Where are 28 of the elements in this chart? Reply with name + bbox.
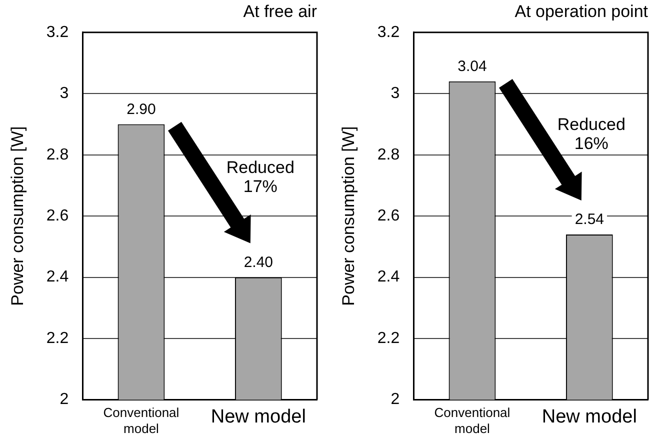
data-label: 3.04: [458, 58, 487, 76]
y-tick-label: 2.6: [377, 208, 400, 225]
y-tick-label: 2.4: [46, 268, 69, 286]
annotation: Reduced 16%: [557, 114, 626, 153]
data-label: 2.40: [244, 254, 274, 271]
chart-title: At free air: [243, 2, 318, 21]
annotation: Reduced 17%: [226, 158, 294, 196]
y-tick-label: 2.8: [377, 146, 400, 164]
y-tick-label: 2: [390, 391, 400, 408]
y-tick-label: 2.8: [46, 146, 69, 164]
data-label: 2.90: [126, 100, 156, 118]
y-tick-label: 2.6: [46, 208, 69, 225]
x-tick-label: Conventional model: [434, 405, 510, 436]
y-tick-label: 2.2: [377, 330, 400, 347]
y-axis-title: Power consumption [W]: [8, 126, 27, 306]
y-tick-label: 3: [390, 85, 400, 102]
chart-title: At operation point: [514, 2, 648, 21]
x-tick-label: New model: [210, 406, 306, 428]
y-tick-label: 2: [60, 391, 69, 408]
y-tick-label: 3.2: [46, 24, 69, 41]
data-label: 2.54: [574, 211, 604, 228]
x-tick-label: New model: [542, 406, 637, 428]
y-tick-label: 3.2: [377, 24, 400, 41]
y-axis-title: Power consumption [W]: [338, 126, 358, 306]
y-tick-label: 3: [60, 85, 69, 102]
y-tick-label: 2.2: [46, 330, 69, 347]
x-tick-label: Conventional model: [103, 405, 180, 436]
y-tick-label: 2.4: [377, 268, 400, 286]
